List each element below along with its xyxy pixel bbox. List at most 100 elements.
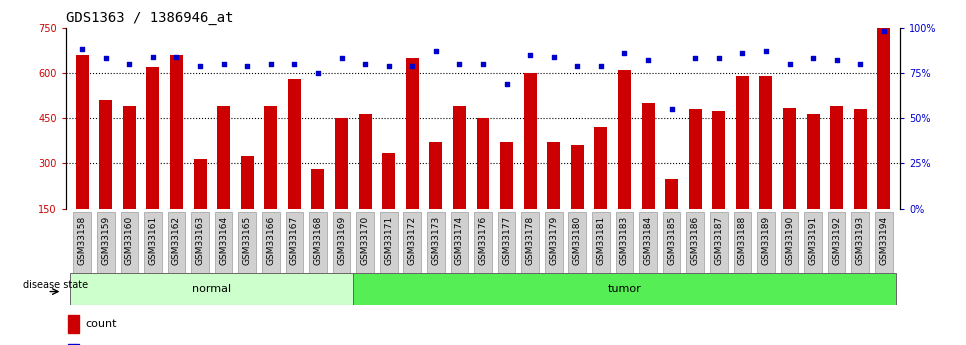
Text: GDS1363 / 1386946_at: GDS1363 / 1386946_at — [66, 11, 233, 25]
Point — [781, 61, 797, 67]
Text: GSM33166: GSM33166 — [267, 216, 275, 265]
FancyBboxPatch shape — [380, 212, 398, 273]
FancyBboxPatch shape — [97, 212, 115, 273]
Text: GSM33190: GSM33190 — [785, 216, 794, 265]
FancyBboxPatch shape — [404, 212, 421, 273]
Text: GSM33191: GSM33191 — [809, 216, 817, 265]
Bar — [288, 79, 300, 209]
Bar — [783, 108, 796, 209]
FancyBboxPatch shape — [356, 212, 374, 273]
Text: GSM33159: GSM33159 — [101, 216, 110, 265]
Text: GSM33186: GSM33186 — [691, 216, 699, 265]
Text: GSM33174: GSM33174 — [455, 216, 464, 265]
Text: GSM33179: GSM33179 — [550, 216, 558, 265]
Text: GSM33188: GSM33188 — [738, 216, 747, 265]
FancyBboxPatch shape — [639, 212, 657, 273]
Bar — [358, 114, 372, 209]
FancyBboxPatch shape — [875, 212, 893, 273]
Point — [616, 50, 632, 56]
FancyBboxPatch shape — [733, 212, 752, 273]
Text: tumor: tumor — [608, 284, 641, 294]
Point — [711, 56, 726, 61]
Text: normal: normal — [192, 284, 232, 294]
Point — [475, 61, 491, 67]
Bar — [75, 55, 89, 209]
Text: GSM33181: GSM33181 — [596, 216, 606, 265]
Bar — [265, 106, 277, 209]
Bar — [335, 118, 348, 209]
FancyBboxPatch shape — [781, 212, 798, 273]
Point — [334, 56, 350, 61]
Text: GSM33178: GSM33178 — [526, 216, 534, 265]
Bar — [548, 142, 560, 209]
Bar — [618, 70, 631, 209]
FancyBboxPatch shape — [309, 212, 327, 273]
FancyBboxPatch shape — [332, 212, 351, 273]
Bar — [524, 73, 537, 209]
Text: GSM33176: GSM33176 — [478, 216, 488, 265]
FancyBboxPatch shape — [239, 212, 256, 273]
Text: GSM33187: GSM33187 — [714, 216, 724, 265]
Bar — [217, 106, 230, 209]
Bar — [241, 156, 254, 209]
FancyBboxPatch shape — [214, 212, 233, 273]
FancyBboxPatch shape — [545, 212, 562, 273]
Bar — [666, 179, 678, 209]
Point — [640, 57, 656, 63]
Text: GSM33161: GSM33161 — [149, 216, 157, 265]
Text: GSM33171: GSM33171 — [384, 216, 393, 265]
Text: GSM33165: GSM33165 — [242, 216, 252, 265]
Bar — [877, 28, 891, 209]
Bar — [594, 127, 608, 209]
Bar — [147, 67, 159, 209]
Bar — [123, 106, 136, 209]
Bar — [736, 76, 749, 209]
Point — [734, 50, 750, 56]
Point — [405, 63, 420, 68]
FancyBboxPatch shape — [191, 212, 209, 273]
Point — [829, 57, 844, 63]
FancyBboxPatch shape — [828, 212, 845, 273]
FancyBboxPatch shape — [522, 212, 539, 273]
FancyBboxPatch shape — [144, 212, 161, 273]
Bar — [453, 106, 466, 209]
Bar — [854, 109, 867, 209]
Point — [145, 54, 160, 59]
Bar — [406, 58, 418, 209]
Point — [122, 61, 137, 67]
FancyBboxPatch shape — [851, 212, 869, 273]
Text: count: count — [85, 319, 117, 329]
Bar — [383, 153, 395, 209]
FancyBboxPatch shape — [450, 212, 469, 273]
Bar — [68, 344, 79, 345]
Bar — [476, 118, 490, 209]
Point — [169, 54, 185, 59]
Point — [806, 56, 821, 61]
Text: GSM33163: GSM33163 — [195, 216, 205, 265]
Point — [570, 63, 585, 68]
Bar — [759, 76, 773, 209]
Text: GSM33168: GSM33168 — [313, 216, 323, 265]
FancyBboxPatch shape — [663, 212, 680, 273]
Point — [192, 63, 208, 68]
Point — [498, 81, 514, 87]
Bar — [429, 142, 442, 209]
Bar — [193, 159, 207, 209]
FancyBboxPatch shape — [615, 212, 634, 273]
FancyBboxPatch shape — [73, 212, 91, 273]
Point — [357, 61, 373, 67]
Point — [758, 48, 774, 54]
Text: GSM33167: GSM33167 — [290, 216, 298, 265]
FancyBboxPatch shape — [121, 212, 138, 273]
Text: GSM33193: GSM33193 — [856, 216, 865, 265]
FancyBboxPatch shape — [474, 212, 492, 273]
Text: GSM33162: GSM33162 — [172, 216, 181, 265]
Text: GSM33170: GSM33170 — [360, 216, 370, 265]
FancyBboxPatch shape — [427, 212, 444, 273]
Bar — [689, 109, 701, 209]
FancyBboxPatch shape — [71, 273, 354, 305]
Text: GSM33184: GSM33184 — [643, 216, 653, 265]
Point — [74, 47, 90, 52]
FancyBboxPatch shape — [568, 212, 586, 273]
FancyBboxPatch shape — [757, 212, 775, 273]
